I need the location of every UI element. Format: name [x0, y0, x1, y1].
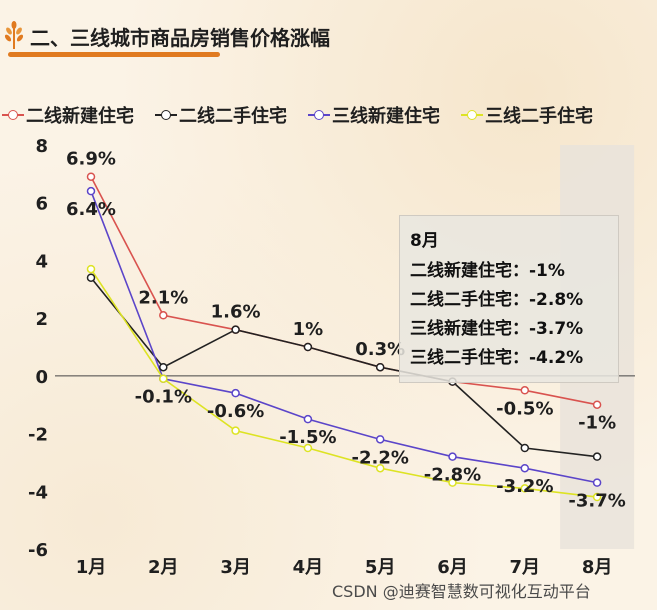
data-point-1 — [592, 452, 602, 461]
y-tick-label: 8 — [35, 136, 48, 157]
chart-legend: 二线新建住宅 二线二手住宅 三线新建住宅 三线二手住宅 — [0, 100, 657, 130]
x-tick-label: 7月 — [510, 557, 541, 578]
y-tick-label: -6 — [28, 540, 48, 561]
data-point-3 — [375, 463, 385, 473]
data-label: -2.2% — [351, 447, 408, 468]
series-line-2 — [90, 190, 598, 484]
title-underline — [8, 52, 220, 57]
data-point-2 — [375, 435, 385, 444]
y-tick-label: 2 — [35, 309, 48, 330]
data-point-3 — [520, 484, 530, 493]
x-tick-label: 2月 — [148, 557, 179, 578]
legend-marker — [8, 110, 18, 120]
data-point-0 — [159, 311, 168, 320]
data-label: -3.7% — [568, 491, 625, 512]
y-tick-label: -2 — [28, 425, 48, 446]
legend-label: 二线二手住宅 — [179, 106, 287, 127]
data-label: -0.6% — [207, 401, 264, 422]
data-point-2 — [520, 463, 530, 473]
legend-marker — [314, 110, 324, 120]
legend-label: 三线二手住宅 — [485, 106, 593, 127]
data-point-1 — [520, 443, 530, 453]
tooltip-row: 三线二手住宅：-4.2% — [410, 348, 584, 368]
y-tick-label: 0 — [35, 367, 48, 388]
data-point-3 — [231, 426, 240, 435]
series-line-3 — [90, 268, 598, 498]
data-label: -0.5% — [496, 398, 553, 419]
data-point-2 — [448, 452, 457, 461]
data-point-1 — [231, 325, 240, 334]
wheat-icon — [4, 21, 24, 49]
x-tick-label: 5月 — [365, 557, 396, 578]
data-point-2 — [231, 388, 240, 398]
data-label: -1.5% — [279, 427, 336, 448]
series-line-1 — [90, 277, 598, 458]
data-point-2 — [303, 414, 313, 424]
tooltip-row: 二线新建住宅：-1% — [410, 261, 565, 281]
x-tick-label: 4月 — [293, 557, 324, 578]
x-tick-label: 1月 — [76, 557, 107, 578]
watermark: CSDN @迪赛智慧数可视化互动平台 — [332, 582, 591, 601]
data-label: 0.3% — [355, 339, 405, 360]
data-point-0 — [520, 386, 530, 395]
data-label: 1.6% — [211, 302, 261, 323]
legend-marker — [467, 110, 477, 120]
x-tick-label: 6月 — [437, 557, 468, 578]
tooltip-row: 二线二手住宅：-2.8% — [410, 290, 584, 310]
data-point-2 — [592, 478, 602, 487]
data-point-3 — [448, 478, 457, 487]
data-point-3 — [592, 492, 602, 502]
data-point-3 — [303, 443, 313, 453]
data-label: 2.1% — [138, 287, 188, 308]
data-point-1 — [303, 342, 313, 352]
y-tick-label: 6 — [35, 194, 48, 215]
legend-label: 三线新建住宅 — [332, 106, 440, 127]
tooltip-row: 三线新建住宅：-3.7% — [410, 319, 584, 339]
y-tick-label: 4 — [35, 251, 48, 272]
data-point-1 — [86, 273, 96, 282]
section-header: 二、三线城市商品房销售价格涨幅 — [0, 14, 657, 58]
data-point-0 — [86, 172, 96, 181]
x-tick-label: 8月 — [582, 557, 613, 578]
chart-tooltip: 8月 二线新建住宅：-1% 二线二手住宅：-2.8% 三线新建住宅：-3.7% … — [399, 215, 619, 383]
data-label: 6.4% — [66, 199, 116, 220]
section-title: 二、三线城市商品房销售价格涨幅 — [30, 26, 330, 50]
data-point-1 — [375, 362, 385, 372]
data-point-0 — [592, 400, 602, 409]
y-tick-label: -4 — [28, 482, 48, 503]
legend-marker — [161, 110, 171, 120]
data-label: -3.2% — [496, 476, 553, 497]
data-point-3 — [86, 264, 96, 274]
data-point-3 — [159, 374, 168, 383]
x-tick-label: 3月 — [220, 557, 251, 578]
data-label: -0.1% — [135, 387, 192, 408]
tooltip-title: 8月 — [410, 231, 439, 251]
data-label: 1% — [293, 319, 324, 340]
legend-label: 二线新建住宅 — [26, 106, 134, 127]
data-label: -1% — [578, 413, 616, 434]
data-label: -2.8% — [424, 465, 481, 486]
data-point-1 — [159, 362, 168, 372]
data-point-2 — [86, 186, 96, 196]
data-label: 6.9% — [66, 149, 116, 170]
